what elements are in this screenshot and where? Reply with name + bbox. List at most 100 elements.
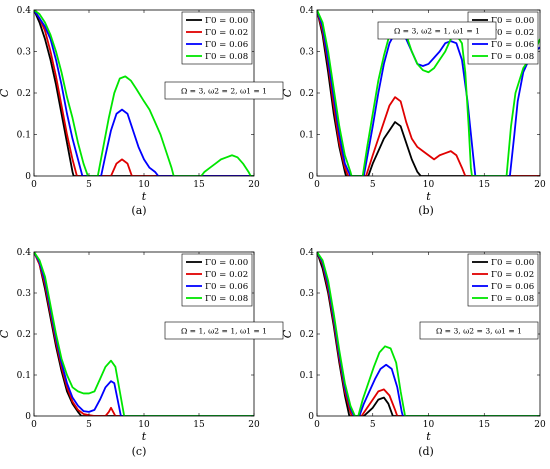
series-line-2 (34, 10, 254, 176)
series-line-0 (34, 10, 254, 176)
legend-label: Γ0 = 0.02 (491, 270, 534, 280)
x-tick-label: 10 (423, 420, 435, 430)
y-tick-label: 0.1 (17, 371, 31, 381)
series-line-2 (317, 10, 540, 176)
x-tick-label: 20 (248, 180, 260, 190)
x-tick-label: 15 (193, 420, 205, 430)
x-tick-label: 20 (534, 180, 546, 190)
series-line-3 (34, 252, 254, 416)
y-tick-label: 0.1 (300, 131, 314, 141)
y-tick-label: 0.4 (300, 6, 315, 16)
params-box (377, 21, 497, 40)
x-axis-label: t (142, 430, 147, 443)
legend-label: Γ0 = 0.08 (205, 52, 248, 62)
legend-label: Γ0 = 0.02 (491, 28, 534, 38)
y-tick-label: 0.2 (300, 330, 314, 340)
x-tick-label: 10 (138, 180, 150, 190)
legend-label: Γ0 = 0.00 (491, 16, 534, 26)
y-tick-label: 0.2 (17, 330, 31, 340)
x-tick-label: 20 (248, 420, 260, 430)
legend: Γ0 = 0.00 Γ0 = 0.02 Γ0 = 0.06 Γ0 = 0.08 (181, 253, 253, 307)
y-tick-label: 0.4 (300, 248, 315, 258)
params-label: Ω = 3, ω2 = 3, ω1 = 1 (436, 327, 522, 336)
x-tick-label: 0 (314, 180, 320, 190)
y-tick-label: 0.2 (300, 89, 314, 99)
x-tick-label: 5 (370, 420, 376, 430)
series-line-1 (34, 10, 254, 176)
x-tick-label: 20 (534, 420, 546, 430)
series-lines (317, 252, 540, 416)
series-line-3 (317, 10, 540, 176)
y-axis-label: C (281, 329, 294, 338)
params-box (419, 321, 539, 340)
panel-caption: (d) (418, 445, 434, 458)
legend-label: Γ0 = 0.02 (205, 270, 248, 280)
legend-label: Γ0 = 0.08 (491, 52, 534, 62)
legend-label: Γ0 = 0.08 (205, 294, 248, 304)
y-tick-label: 0 (25, 172, 31, 182)
series-line-3 (317, 252, 540, 416)
x-tick-label: 0 (314, 420, 320, 430)
y-tick-label: 0.2 (17, 89, 31, 99)
y-tick-label: 0 (308, 172, 314, 182)
y-tick-label: 0.3 (17, 289, 32, 299)
x-axis-label: t (426, 430, 431, 443)
y-tick-label: 0.1 (17, 131, 31, 141)
x-tick-label: 0 (31, 420, 37, 430)
x-tick-label: 10 (423, 180, 435, 190)
x-tick-label: 15 (193, 180, 205, 190)
x-tick-label: 15 (479, 180, 491, 190)
x-tick-label: 5 (86, 420, 92, 430)
y-tick-label: 0.4 (17, 248, 32, 258)
x-axis-label: t (142, 190, 147, 203)
params-box (164, 81, 284, 100)
x-tick-label: 5 (370, 180, 376, 190)
x-tick-label: 10 (138, 420, 150, 430)
series-line-3 (34, 10, 254, 176)
series-lines (34, 10, 254, 176)
legend: Γ0 = 0.00 Γ0 = 0.02 Γ0 = 0.06 Γ0 = 0.08 (467, 253, 539, 307)
legend-label: Γ0 = 0.00 (205, 258, 248, 268)
y-tick-label: 0.3 (300, 48, 315, 58)
y-axis-label: C (281, 88, 294, 97)
series-lines (34, 252, 254, 416)
series-line-1 (317, 10, 540, 176)
legend-label: Γ0 = 0.02 (205, 28, 248, 38)
x-tick-label: 15 (479, 420, 491, 430)
legend-label: Γ0 = 0.00 (205, 16, 248, 26)
params-label: Ω = 3, ω2 = 2, ω1 = 1 (181, 87, 267, 96)
y-axis-label: C (0, 329, 11, 338)
x-axis-label: t (426, 190, 431, 203)
y-tick-label: 0.3 (17, 48, 32, 58)
legend-label: Γ0 = 0.06 (491, 40, 534, 50)
y-tick-label: 0.1 (300, 371, 314, 381)
series-line-0 (317, 10, 540, 176)
y-tick-label: 0.3 (300, 289, 315, 299)
y-tick-label: 0.4 (17, 6, 32, 16)
x-tick-label: 5 (86, 180, 92, 190)
y-tick-label: 0 (25, 412, 31, 422)
params-label: Ω = 3, ω2 = 1, ω1 = 1 (394, 27, 480, 36)
legend-label: Γ0 = 0.06 (491, 282, 534, 292)
legend: Γ0 = 0.00 Γ0 = 0.02 Γ0 = 0.06 Γ0 = 0.08 (467, 11, 539, 65)
panel-caption: (b) (418, 204, 434, 217)
panel-caption: (c) (132, 445, 147, 458)
series-lines (317, 10, 540, 176)
params-box (164, 321, 284, 340)
legend-label: Γ0 = 0.08 (491, 294, 534, 304)
x-tick-label: 0 (31, 180, 37, 190)
y-tick-label: 0 (308, 412, 314, 422)
panel-caption: (a) (131, 204, 146, 217)
y-axis-label: C (0, 88, 11, 97)
legend-label: Γ0 = 0.00 (491, 258, 534, 268)
legend-label: Γ0 = 0.06 (205, 282, 248, 292)
legend-label: Γ0 = 0.06 (205, 40, 248, 50)
legend: Γ0 = 0.00 Γ0 = 0.02 Γ0 = 0.06 Γ0 = 0.08 (181, 11, 253, 65)
params-label: Ω = 1, ω2 = 1, ω1 = 1 (181, 327, 267, 336)
